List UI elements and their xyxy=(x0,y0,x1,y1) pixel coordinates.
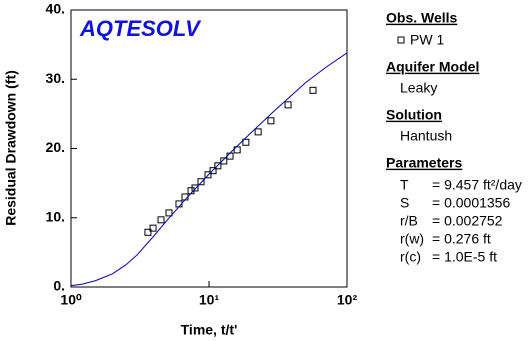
data-point xyxy=(144,228,152,236)
data-point xyxy=(220,157,228,165)
parameter-name: S xyxy=(400,195,409,211)
x-tick-label: 10² xyxy=(337,292,358,308)
parameter-name: r(c) xyxy=(400,249,421,265)
data-point xyxy=(204,171,212,179)
y-axis-label: Residual Drawdown (ft) xyxy=(3,70,19,226)
plot-frame xyxy=(70,9,348,288)
parameter-value: = 0.276 ft xyxy=(432,231,491,247)
data-point xyxy=(157,216,165,224)
solution-title: Solution xyxy=(386,107,442,123)
y-tick-label: 20. xyxy=(46,139,65,155)
aquifer-value: Leaky xyxy=(400,80,437,96)
legend-marker xyxy=(397,36,405,44)
y-tick-label: 0. xyxy=(53,278,65,294)
y-tick-label: 40. xyxy=(46,1,65,17)
x-tick-label: 10⁰ xyxy=(60,292,82,308)
data-point xyxy=(197,178,205,186)
data-point xyxy=(165,209,173,217)
logo: AQTESOLV xyxy=(79,16,202,41)
data-point xyxy=(267,117,275,125)
aquifer-title: Aquifer Model xyxy=(386,59,479,75)
data-point xyxy=(191,184,199,192)
parameter-value: = 1.0E-5 ft xyxy=(432,249,497,265)
data-point xyxy=(309,86,317,94)
data-point xyxy=(149,224,157,232)
data-point xyxy=(233,146,241,154)
data-point xyxy=(209,167,217,175)
legend-label: PW 1 xyxy=(410,32,444,48)
parameter-name: r/B xyxy=(400,213,418,229)
parameter-name: r(w) xyxy=(400,231,424,247)
data-point xyxy=(214,162,222,170)
x-tick-label: 10¹ xyxy=(199,292,220,308)
parameter-value: = 9.457 ft²/day xyxy=(432,177,522,193)
y-tick-label: 30. xyxy=(46,70,65,86)
obs-wells-title: Obs. Wells xyxy=(386,10,458,26)
x-axis-label: Time, t/t' xyxy=(181,322,238,338)
parameter-name: T xyxy=(400,177,409,193)
fit-curve xyxy=(71,52,347,287)
parameter-value: = 0.0001356 xyxy=(432,195,510,211)
data-point xyxy=(284,101,292,109)
parameters-title: Parameters xyxy=(386,155,462,171)
data-point xyxy=(226,152,234,160)
plot-area xyxy=(71,52,347,287)
parameter-value: = 0.002752 xyxy=(432,213,503,229)
data-point xyxy=(254,128,262,136)
solution-value: Hantush xyxy=(400,128,452,144)
data-point xyxy=(242,138,250,146)
y-tick-label: 10. xyxy=(46,208,65,224)
